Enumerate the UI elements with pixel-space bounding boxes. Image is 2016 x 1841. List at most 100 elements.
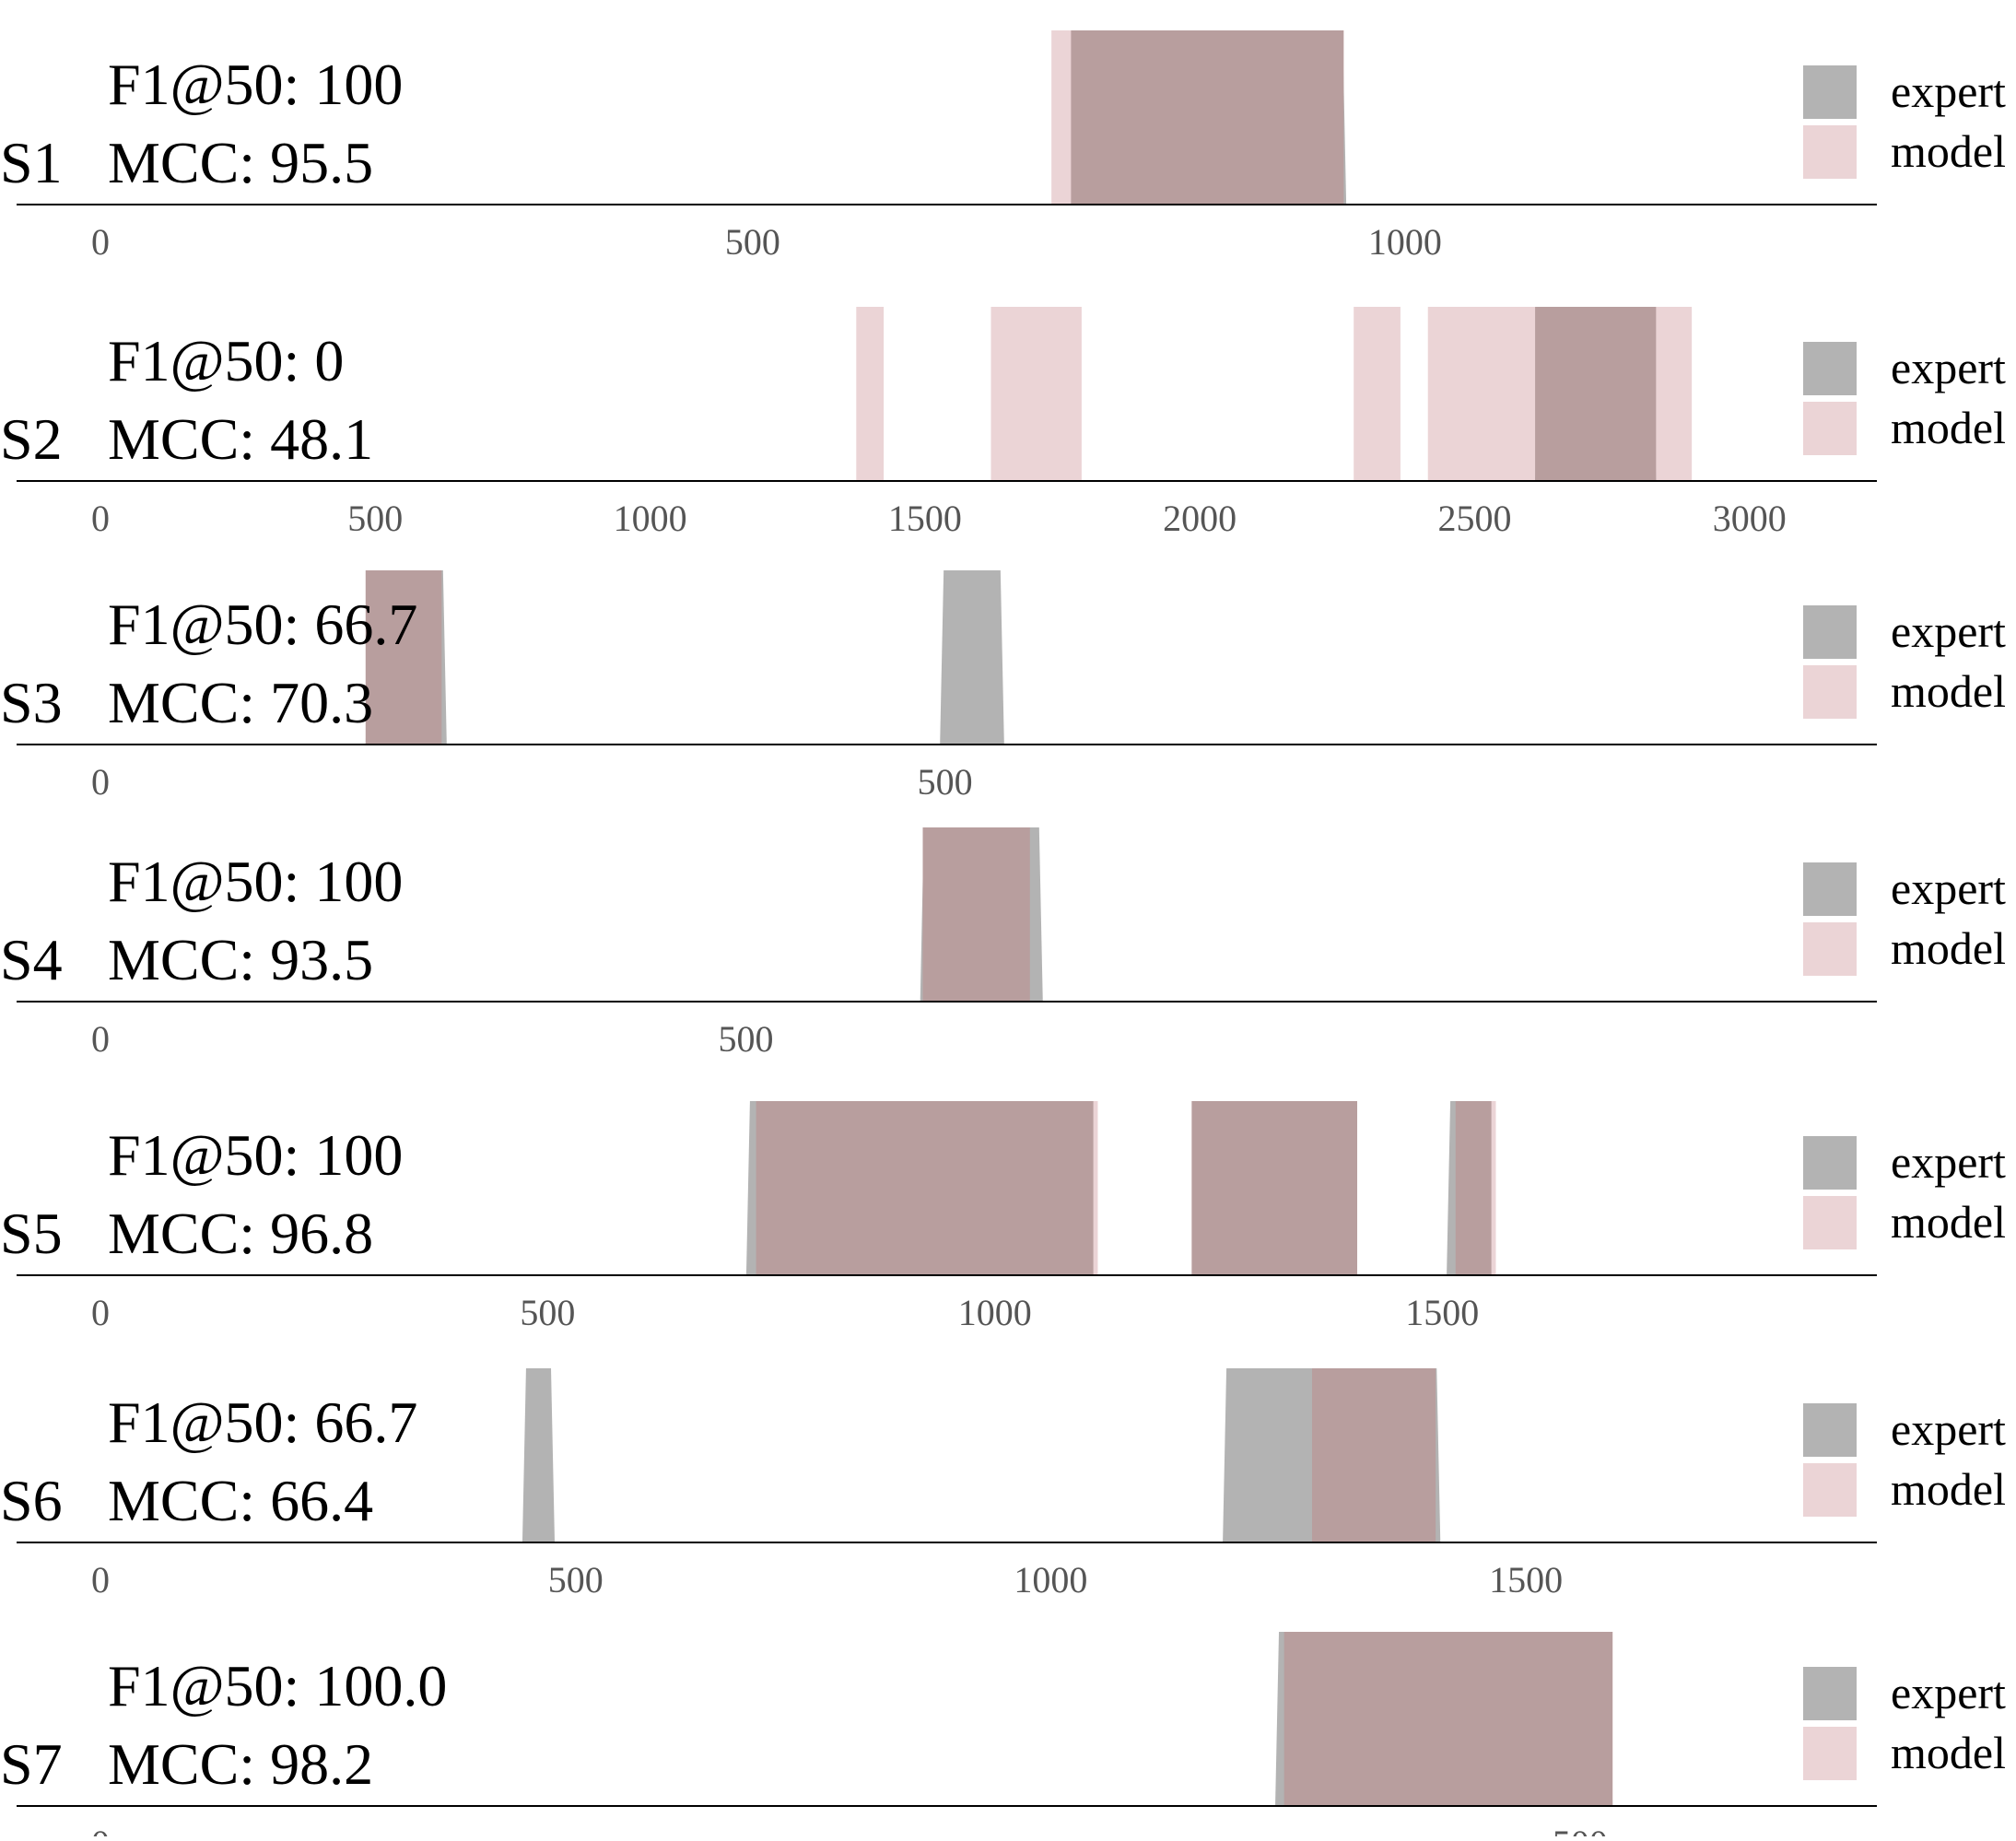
overlap-segment-s3-0 [365,570,442,745]
legend-s5: expert model [1803,1136,2006,1249]
mcc-score-text: MCC: 98.2 [108,1731,373,1797]
x-tick-label-s7: 500 [1553,1823,1608,1836]
legend-expert-swatch [1803,1667,1857,1720]
subplot-s5: 0 500 1000 1500 S5 F1@50: 100 MCC: 96.8 expert m… [0,1101,2006,1333]
model-segment-s2-2 [1354,307,1401,481]
row-label: S2 [0,406,63,472]
model-segment-s2-1 [990,307,1082,481]
expert-segment-s6-0 [522,1368,556,1542]
overlap-segment-s2-0 [1535,307,1657,481]
mcc-score-text: MCC: 95.5 [108,130,373,195]
legend-s3: expert model [1803,605,2006,719]
x-tick-label-s6: 0 [91,1559,110,1601]
subplot-s7: 0 500 S7 F1@50: 100.0 MCC: 98.2 expert model [0,1632,2006,1841]
legend-model-label: model [1891,665,2006,717]
overlap-segment-s5-1 [1191,1101,1357,1275]
legend-model-label: model [1891,1727,2006,1778]
legend-model-swatch [1803,125,1857,179]
x-tick-label-s3: 0 [91,761,110,803]
f1-score-text: F1@50: 100 [108,849,403,914]
subplot-s3: 0 500 S3 F1@50: 66.7 MCC: 70.3 expert model [0,570,2006,803]
legend-expert-label: expert [1891,342,2006,393]
legend-model-swatch [1803,922,1857,976]
legend-expert-swatch [1803,65,1857,119]
legend-expert-swatch [1803,605,1857,659]
x-tick-label-s7: 0 [91,1823,110,1836]
legend-model-label: model [1891,922,2006,974]
expert-segment-s3-1 [940,570,1004,745]
subplot-s2: 0 500 1000 1500 2000 2500 3000 S2 F1@50: 0 MCC: 4… [0,307,2006,539]
f1-score-text: F1@50: 66.7 [108,1390,417,1455]
legend-expert-swatch [1803,342,1857,395]
x-tick-label-s2: 1000 [614,498,687,539]
x-tick-label-s1: 500 [725,221,780,263]
legend-expert-label: expert [1891,1403,2006,1455]
legend-model-swatch [1803,1463,1857,1517]
f1-score-text: F1@50: 0 [108,328,344,393]
x-tick-label-s1: 1000 [1368,221,1442,263]
x-tick-label-s4: 500 [719,1018,774,1060]
x-tick-label-s1: 0 [91,221,110,263]
legend-model-swatch [1803,402,1857,455]
row-label: S4 [0,927,63,992]
row-label: S6 [0,1468,63,1533]
f1-score-text: F1@50: 100.0 [108,1653,447,1718]
x-tick-label-s5: 500 [520,1292,575,1333]
legend-model-swatch [1803,665,1857,719]
overlap-segment-s1-0 [1071,30,1344,205]
legend-expert-label: expert [1891,862,2006,914]
legend-expert-swatch [1803,1403,1857,1457]
legend-expert-label: expert [1891,605,2006,657]
x-tick-label-s5: 1500 [1405,1292,1479,1333]
legend-expert-swatch [1803,862,1857,916]
overlap-segment-s7-0 [1283,1632,1613,1806]
f1-score-text: F1@50: 66.7 [108,592,417,657]
subplot-s1: 0 500 1000 S1 F1@50: 100 MCC: 95.5 expert model [0,30,2006,263]
x-tick-label-s6: 1000 [1014,1559,1087,1601]
x-tick-label-s2: 500 [347,498,403,539]
x-tick-label-s2: 1500 [888,498,962,539]
legend-expert-label: expert [1891,1667,2006,1718]
mcc-score-text: MCC: 93.5 [108,927,373,992]
row-label: S1 [0,130,63,195]
x-tick-label-s2: 0 [91,498,110,539]
row-label: S7 [0,1731,63,1797]
mcc-score-text: MCC: 96.8 [108,1201,373,1266]
mcc-score-text: MCC: 48.1 [108,406,373,472]
x-tick-label-s6: 500 [548,1559,604,1601]
mcc-score-text: MCC: 70.3 [108,670,373,735]
legend-model-label: model [1891,402,2006,453]
legend-model-label: model [1891,125,2006,177]
x-tick-label-s2: 3000 [1713,498,1787,539]
legend-model-label: model [1891,1463,2006,1515]
legend-s6: expert model [1803,1403,2006,1517]
legend-model-swatch [1803,1727,1857,1780]
legend-s2: expert model [1803,342,2006,455]
subplot-s6: 0 500 1000 1500 S6 F1@50: 66.7 MCC: 66.4 expert… [0,1368,2006,1601]
x-tick-label-s2: 2500 [1437,498,1511,539]
legend-s4: expert model [1803,862,2006,976]
overlap-segment-s6-0 [1312,1368,1436,1542]
row-label: S3 [0,670,63,735]
mcc-score-text: MCC: 66.4 [108,1468,373,1533]
model-segment-s2-0 [856,307,885,481]
legend-expert-label: expert [1891,1136,2006,1188]
x-tick-label-s3: 500 [918,761,973,803]
overlap-segment-s5-0 [756,1101,1094,1275]
legend-expert-label: expert [1891,65,2006,117]
x-tick-label-s5: 1000 [958,1292,1032,1333]
subplot-s4: 0 500 S4 F1@50: 100 MCC: 93.5 expert model [0,827,2006,1060]
legend-s7: expert model [1803,1667,2006,1780]
x-tick-label-s6: 1500 [1489,1559,1563,1601]
x-tick-label-s2: 2000 [1163,498,1237,539]
overlap-segment-s5-2 [1455,1101,1492,1275]
x-tick-label-s5: 0 [91,1292,110,1333]
f1-score-text: F1@50: 100 [108,1122,403,1188]
f1-score-text: F1@50: 100 [108,52,403,117]
row-label: S5 [0,1201,63,1266]
legend-expert-swatch [1803,1136,1857,1190]
legend-model-swatch [1803,1196,1857,1249]
legend-model-label: model [1891,1196,2006,1248]
